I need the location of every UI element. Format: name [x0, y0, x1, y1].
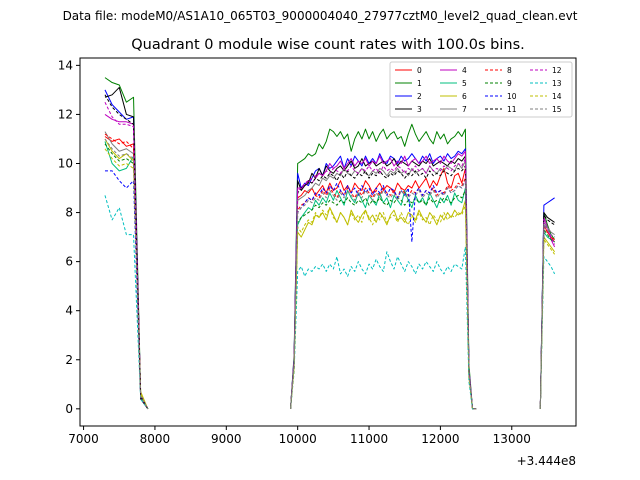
x-tick-label: 13000	[493, 432, 531, 446]
x-tick-label: 12000	[421, 432, 459, 446]
legend-label-7: 7	[462, 105, 467, 114]
series-line-14	[104, 148, 149, 410]
x-axis: 7000 8000 9000 10000 11000 12000 13000	[68, 426, 531, 446]
plot-frame	[79, 57, 577, 427]
legend-label-9: 9	[507, 79, 512, 88]
x-tick-label: 11000	[350, 432, 388, 446]
legend-label-3: 3	[417, 105, 422, 114]
series-line-4	[290, 150, 477, 410]
series-line-7	[290, 160, 477, 410]
series-line-1	[290, 123, 477, 410]
series-line-8	[290, 177, 477, 410]
legend-label-6: 6	[462, 92, 467, 101]
series-line-12	[539, 221, 556, 409]
series-line-15	[104, 138, 149, 410]
y-axis: 0 2 4 6 8 10 12 14	[58, 58, 80, 416]
legend-label-12: 12	[552, 66, 562, 75]
series-line-0	[290, 167, 477, 410]
series-line-3	[290, 155, 477, 410]
legend-label-2: 2	[417, 92, 422, 101]
legend-label-10: 10	[507, 92, 517, 101]
legend-label-8: 8	[507, 66, 512, 75]
y-tick-label: 2	[65, 353, 73, 367]
y-tick-label: 10	[58, 156, 73, 170]
y-tick-label: 14	[58, 58, 73, 72]
series-line-15	[539, 224, 555, 409]
legend-label-14: 14	[552, 92, 562, 101]
series-line-9	[290, 189, 477, 410]
y-tick-label: 12	[58, 107, 73, 121]
legend-label-15: 15	[552, 105, 562, 114]
legend-label-0: 0	[417, 66, 422, 75]
x-tick-label: 8000	[140, 432, 171, 446]
legend-box	[389, 61, 573, 118]
x-tick-label: 10000	[279, 432, 317, 446]
x-offset-label: +3.444e8	[517, 454, 576, 468]
series-line-14	[290, 204, 477, 410]
series-line-13	[290, 246, 477, 410]
series-line-3	[104, 86, 149, 410]
chart-title: Quadrant 0 module wise count rates with …	[131, 37, 525, 53]
series-layer	[104, 77, 556, 410]
y-tick-label: 0	[65, 402, 73, 416]
suptitle: Data file: modeM0/AS1A10_065T03_90000040…	[63, 9, 578, 23]
x-tick-label: 7000	[68, 432, 99, 446]
series-line-15	[290, 180, 477, 410]
legend-label-5: 5	[462, 79, 467, 88]
series-line-7	[539, 221, 555, 409]
y-tick-label: 6	[65, 255, 73, 269]
y-tick-label: 8	[65, 206, 73, 220]
series-line-13	[104, 195, 149, 410]
legend-label-1: 1	[417, 79, 422, 88]
x-tick-label: 9000	[211, 432, 242, 446]
y-tick-label: 4	[65, 304, 73, 318]
legend-label-4: 4	[462, 66, 467, 75]
series-line-6	[290, 199, 477, 410]
series-line-11	[290, 165, 477, 410]
series-line-11	[539, 214, 555, 409]
legend-label-11: 11	[507, 105, 517, 114]
legend-label-13: 13	[552, 79, 562, 88]
